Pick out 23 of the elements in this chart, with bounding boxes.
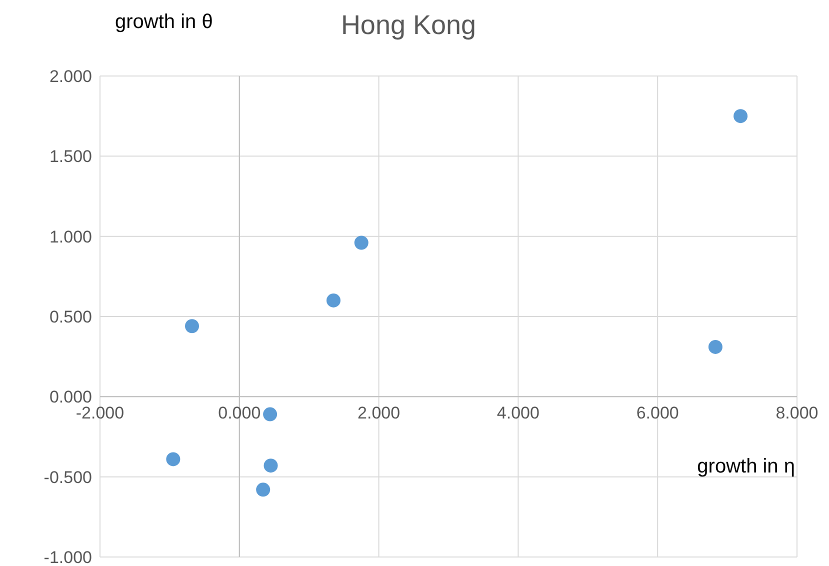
y-tick-label: 1.500 bbox=[49, 147, 92, 166]
x-tick-label: 4.000 bbox=[496, 404, 540, 423]
point bbox=[708, 340, 722, 354]
point bbox=[256, 482, 270, 497]
point bbox=[354, 236, 368, 250]
x-tick-label: 2.000 bbox=[358, 404, 400, 423]
x-tick-label: 6.000 bbox=[636, 404, 679, 423]
x-axis-title: growth in η bbox=[697, 456, 795, 478]
y-axis-title: growth in θ bbox=[115, 11, 213, 33]
y-tick-label: 0.500 bbox=[49, 307, 92, 326]
point bbox=[166, 452, 180, 466]
y-tick-label: -1.000 bbox=[44, 548, 92, 566]
point bbox=[734, 109, 748, 124]
x-tick-label: 0.000 bbox=[218, 404, 261, 423]
chart-title: Hong Kong bbox=[340, 10, 476, 40]
point bbox=[326, 293, 340, 308]
y-tick-label: 1.000 bbox=[49, 227, 92, 246]
point bbox=[185, 319, 200, 334]
point bbox=[264, 458, 278, 473]
y-tick-label: 2.000 bbox=[49, 66, 92, 86]
point bbox=[263, 407, 278, 422]
x-tick-label: 8.000 bbox=[776, 404, 818, 423]
y-tick-label: -0.500 bbox=[44, 468, 92, 487]
